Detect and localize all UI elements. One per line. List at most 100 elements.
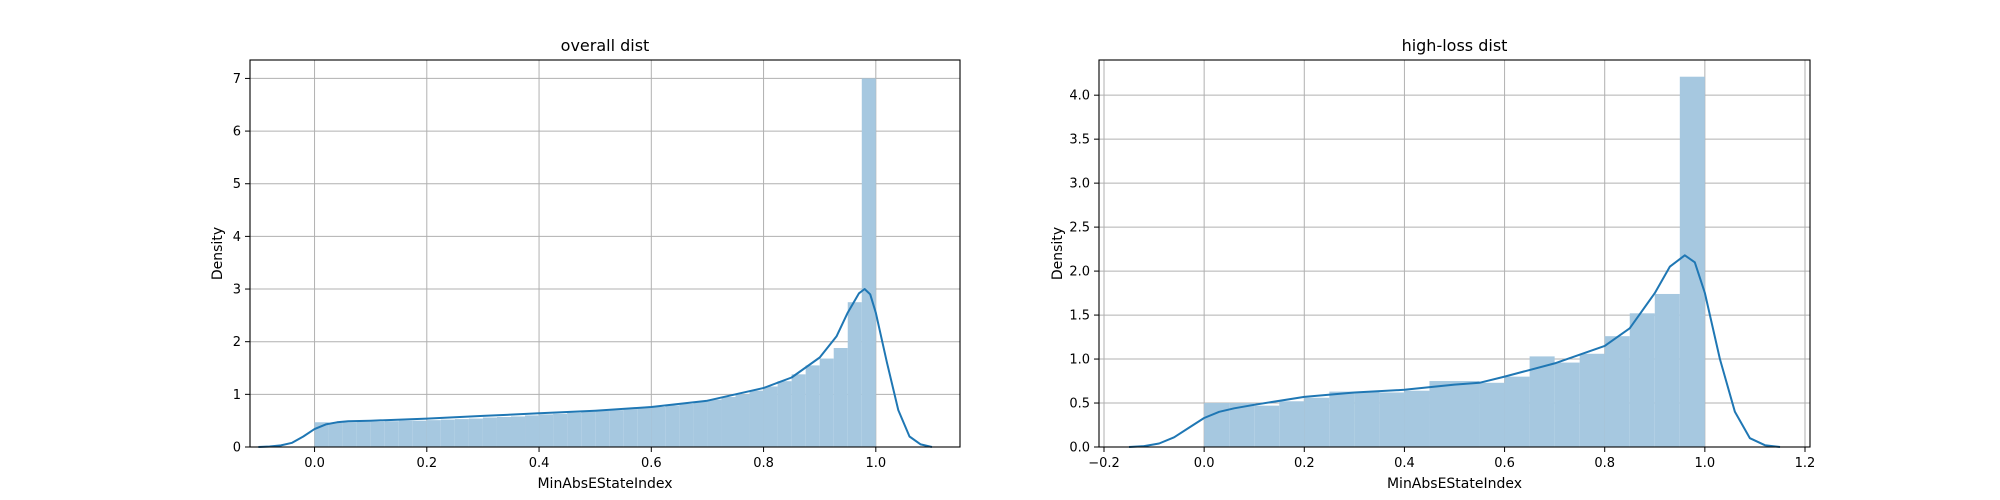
x-tick-label: 1.0: [1695, 456, 1716, 471]
x-tick-label: 1.0: [865, 456, 886, 471]
histogram-bar: [1654, 293, 1680, 447]
x-tick-label: 0.8: [753, 456, 774, 471]
histogram-bar: [637, 408, 652, 447]
x-tick-label: 1.2: [1795, 456, 1816, 471]
histogram-bar: [721, 396, 736, 447]
histogram-bar: [482, 417, 497, 447]
x-tick-label: 0.2: [416, 456, 437, 471]
histogram-bar: [384, 421, 399, 447]
y-tick-label: 0.5: [1069, 397, 1090, 412]
kde-line: [258, 288, 933, 448]
chart-1: 0.0 0.2 0.4 0.6 0.8 1.0 0 1 2 3 4 5 6 7 overall dist Mi…: [210, 36, 961, 492]
histogram-bar: [1229, 403, 1255, 447]
histogram-bar: [1604, 336, 1630, 447]
histogram-bar: [426, 420, 441, 447]
histogram-bar: [342, 422, 357, 447]
histogram-bar: [468, 418, 483, 447]
x-tick-label: 0.2: [1294, 456, 1315, 471]
y-tick-label: 4.0: [1069, 89, 1090, 104]
histogram-bar: [1454, 381, 1480, 447]
y-tick-label: 2.0: [1069, 265, 1090, 280]
axes-frame: [1098, 59, 1811, 448]
histogram-bar: [1404, 390, 1430, 447]
histogram-bar: [553, 413, 568, 447]
histogram-bar: [651, 406, 666, 447]
histogram-bar: [412, 420, 427, 447]
y-tick-label: 1: [233, 388, 241, 403]
histogram-bar: [777, 381, 792, 447]
histogram-bar: [623, 409, 638, 447]
x-tick-label: 0.4: [529, 456, 550, 471]
histogram-bar: [539, 414, 554, 447]
kde-line: [1128, 254, 1781, 448]
chart-title: overall dist: [561, 36, 650, 55]
x-tick-label: 0.0: [1194, 456, 1215, 471]
histogram-bar: [581, 411, 596, 447]
histogram-bar: [454, 419, 469, 447]
x-tick-label: −0.2: [1088, 456, 1120, 471]
histogram-bar: [356, 421, 371, 447]
histogram-bar: [665, 405, 680, 447]
histogram-bar: [1279, 401, 1305, 447]
histogram-bar: [1354, 391, 1380, 447]
histogram-bar: [1554, 362, 1580, 447]
histogram-bar: [735, 394, 750, 447]
y-tick-label: 6: [233, 125, 241, 140]
y-tick-label: 5: [233, 177, 241, 192]
histogram-bar: [1254, 405, 1280, 447]
axes-frame: [249, 59, 961, 448]
histogram-bar: [679, 403, 694, 447]
histogram-bar: [1579, 353, 1605, 447]
x-tick-label: 0.0: [304, 456, 325, 471]
histogram-bar: [370, 421, 385, 447]
histogram-bar: [609, 410, 624, 447]
x-axis-label: MinAbsEStateIndex: [1387, 476, 1522, 492]
y-axis-label: Density: [1050, 227, 1066, 280]
histogram-bar: [861, 78, 876, 447]
histogram-bar: [595, 410, 610, 447]
y-tick-label: 2: [233, 335, 241, 350]
histogram-bar: [693, 401, 708, 447]
histogram-bar: [833, 348, 848, 447]
y-tick-label: 3.5: [1069, 133, 1090, 148]
histogram-bar: [763, 386, 778, 447]
histogram-bar: [398, 420, 413, 447]
y-tick-label: 3.0: [1069, 177, 1090, 192]
x-axis-label: MinAbsEStateIndex: [537, 476, 672, 492]
histogram-bar: [1429, 381, 1455, 447]
y-tick-label: 7: [233, 72, 241, 87]
histogram-bar: [440, 419, 455, 447]
chart-title: high-loss dist: [1402, 36, 1508, 55]
histogram-bar: [805, 365, 820, 447]
histogram-bar: [1529, 356, 1555, 447]
histogram-bar: [1629, 313, 1655, 447]
y-axis-label: Density: [210, 227, 226, 280]
histogram-bar: [1329, 391, 1355, 447]
y-tick-label: 0: [233, 441, 241, 456]
y-tick-label: 1.0: [1069, 353, 1090, 368]
histogram-bar: [707, 399, 722, 447]
chart-2: −0.2 0.0 0.2 0.4 0.6 0.8 1.0 1.20.00.51.01.52.0…: [1050, 36, 1815, 492]
y-tick-label: 3: [233, 283, 241, 298]
histogram-bar: [510, 416, 526, 447]
histogram-bar: [749, 390, 764, 447]
histogram-bar: [1679, 76, 1705, 447]
y-tick-label: 0.0: [1069, 441, 1090, 456]
y-tick-label: 1.5: [1069, 309, 1090, 324]
x-tick-label: 0.4: [1394, 456, 1415, 471]
y-tick-label: 4: [233, 230, 241, 245]
histogram-bar: [328, 422, 343, 447]
histogram-bar: [819, 358, 834, 447]
x-tick-label: 0.6: [1494, 456, 1515, 471]
histogram-bar: [1504, 376, 1530, 447]
histogram-bar: [1379, 392, 1405, 447]
histogram-bar: [847, 302, 862, 447]
histogram-bar: [567, 412, 582, 447]
histogram-bar: [1304, 397, 1330, 447]
histogram-bar: [791, 374, 806, 447]
histogram-bar: [1479, 382, 1505, 447]
x-tick-label: 0.8: [1594, 456, 1615, 471]
histogram-bar: [496, 416, 511, 447]
y-tick-label: 2.5: [1069, 221, 1090, 236]
